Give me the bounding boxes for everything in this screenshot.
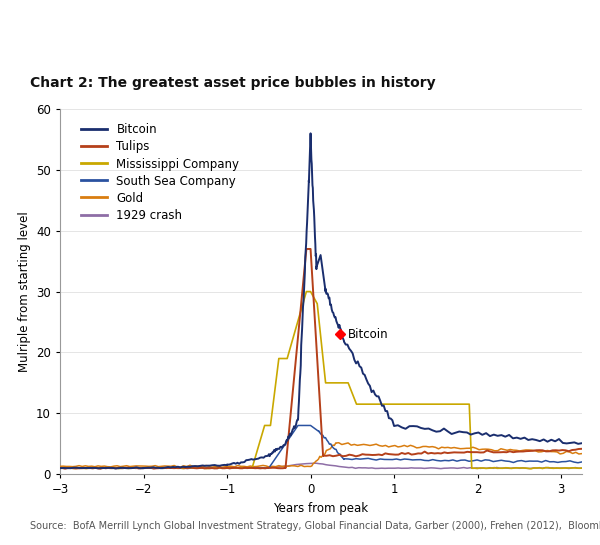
X-axis label: Years from peak: Years from peak (274, 502, 368, 514)
Text: Bitcoin: Bitcoin (348, 328, 389, 341)
Text: Source:  BofA Merrill Lynch Global Investment Strategy, Global Financial Data, G: Source: BofA Merrill Lynch Global Invest… (30, 522, 600, 531)
Y-axis label: Mulriple from starting level: Mulriple from starting level (17, 211, 31, 372)
Legend: Bitcoin, Tulips, Mississippi Company, South Sea Company, Gold, 1929 crash: Bitcoin, Tulips, Mississippi Company, So… (76, 119, 244, 227)
Text: Chart 2: The greatest asset price bubbles in history: Chart 2: The greatest asset price bubble… (30, 76, 436, 90)
